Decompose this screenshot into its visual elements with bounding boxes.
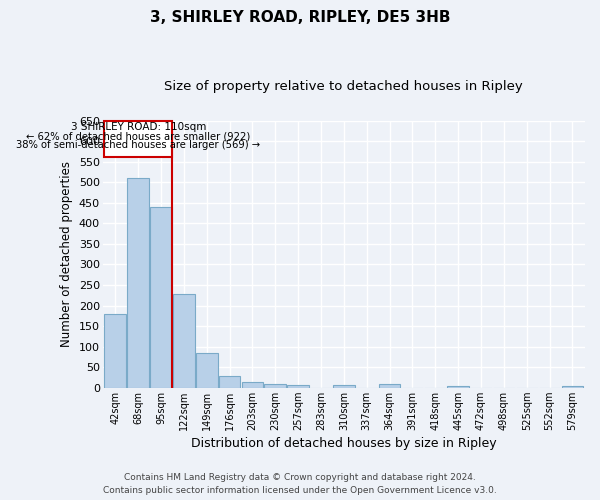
Bar <box>173 294 194 388</box>
Bar <box>104 314 126 388</box>
Text: 3, SHIRLEY ROAD, RIPLEY, DE5 3HB: 3, SHIRLEY ROAD, RIPLEY, DE5 3HB <box>150 10 450 25</box>
Bar <box>562 386 583 388</box>
Text: ← 62% of detached houses are smaller (922): ← 62% of detached houses are smaller (92… <box>26 131 250 141</box>
Bar <box>196 353 218 388</box>
Bar <box>447 386 469 388</box>
Bar <box>265 384 286 388</box>
Bar <box>218 376 241 388</box>
Bar <box>333 386 355 388</box>
Bar <box>127 178 149 388</box>
Bar <box>287 386 309 388</box>
Bar <box>150 207 172 388</box>
Bar <box>242 382 263 388</box>
Y-axis label: Number of detached properties: Number of detached properties <box>60 161 73 347</box>
Bar <box>104 122 172 156</box>
Text: 3 SHIRLEY ROAD: 110sqm: 3 SHIRLEY ROAD: 110sqm <box>71 122 206 132</box>
Title: Size of property relative to detached houses in Ripley: Size of property relative to detached ho… <box>164 80 523 93</box>
Text: 38% of semi-detached houses are larger (569) →: 38% of semi-detached houses are larger (… <box>16 140 260 150</box>
Text: Contains HM Land Registry data © Crown copyright and database right 2024.
Contai: Contains HM Land Registry data © Crown c… <box>103 474 497 495</box>
X-axis label: Distribution of detached houses by size in Ripley: Distribution of detached houses by size … <box>191 437 497 450</box>
Bar <box>379 384 400 388</box>
